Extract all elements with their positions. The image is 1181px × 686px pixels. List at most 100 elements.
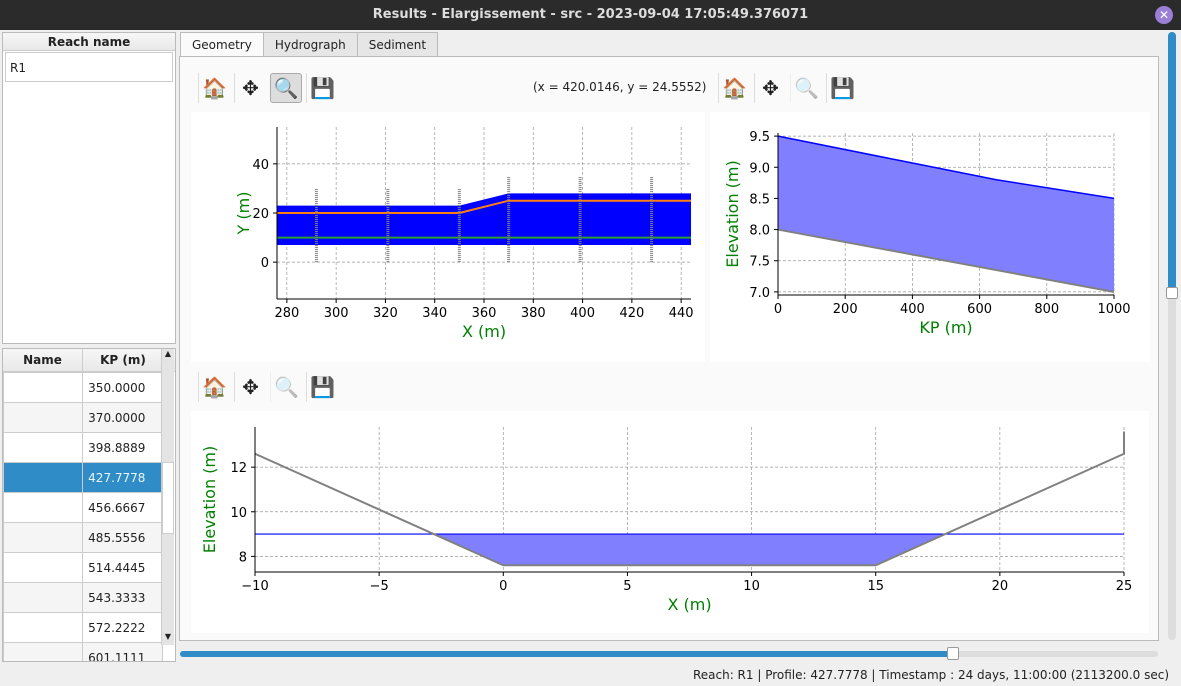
time-slider-handle[interactable] [946,647,959,660]
scroll-thumb[interactable] [162,462,174,534]
table-row[interactable]: 601.1111 [3,642,163,661]
water-surface-area [277,193,691,245]
kp-cell[interactable]: 427.7778 [82,462,163,493]
x-tick-label: 340 [422,306,447,321]
cursor-coordinates: (x = 420.0146, y = 24.5552) [533,80,707,94]
x-tick-label: 380 [521,306,546,321]
tab-bar: Geometry Hydrograph Sediment [180,32,439,57]
chart-background [191,411,1149,633]
home-icon[interactable]: 🏠 [198,73,230,103]
home-icon[interactable]: 🏠 [198,372,230,402]
profile-rows: 350.0000 370.0000 398.8889 427.7778 456.6667… [3,372,163,661]
reach-item[interactable]: R1 [5,52,173,82]
kp-cell[interactable]: 456.6667 [82,492,163,523]
water-area [433,534,946,566]
water-area [778,136,1114,292]
zoom-icon[interactable]: 🔍 [790,73,822,103]
cross-section-chart[interactable]: −10 −5 0 5 10 15 20 25 8 10 12 X (m) Elevation (m) [191,411,1149,633]
vertical-splitter-scrollbar[interactable] [1166,32,1178,640]
y-tick-label: 9.0 [749,161,770,176]
save-icon[interactable]: 💾 [306,73,338,103]
y-tick-label: 7.5 [749,255,770,270]
zoom-icon[interactable]: 🔍 [270,372,302,402]
kp-cell[interactable]: 543.3333 [82,582,163,613]
kp-cell[interactable]: 398.8889 [82,432,163,463]
name-cell[interactable] [3,552,84,583]
scroll-up-icon[interactable]: ▲ [164,349,172,358]
longitudinal-profile-chart[interactable]: 0 200 400 600 800 1000 7.0 7.5 8.0 8.5 9.0 9.5 KP (m… [710,112,1150,362]
table-row[interactable]: 427.7778 [3,462,163,493]
col-kp[interactable]: KP (m) [100,353,146,367]
water-line [777,135,1115,200]
kp-cell[interactable]: 350.0000 [82,372,163,403]
name-cell[interactable] [3,612,84,643]
y-tick-label: 10 [230,506,247,521]
close-icon[interactable]: ✕ [1155,6,1173,24]
name-cell[interactable] [3,582,84,613]
x-tick-label: 20 [992,579,1009,594]
kp-cell[interactable]: 514.4445 [82,552,163,583]
x-tick-label: 360 [472,306,497,321]
kp-cell[interactable]: 601.1111 [82,642,163,661]
table-row[interactable]: 543.3333 [3,582,163,613]
table-row[interactable]: 514.4445 [3,552,163,583]
kp-cell[interactable]: 485.5556 [82,522,163,553]
profile-table: Name KP (m) 350.0000 370.0000 398.8889 427.… [2,348,176,662]
x-tick-label: 280 [274,306,299,321]
x-tick-label: 400 [570,306,595,321]
x-axis-label: KP (m) [919,318,972,337]
x-tick-label: 0 [499,579,507,594]
x-tick-label: 0 [774,302,782,317]
x-tick-label: 5 [623,579,631,594]
name-cell[interactable] [3,372,84,403]
name-cell[interactable] [3,522,84,553]
name-cell[interactable] [3,642,84,661]
x-axis-label: X (m) [462,322,506,341]
time-slider[interactable] [180,647,1158,660]
y-tick-label: 8 [239,550,247,565]
table-row[interactable]: 456.6667 [3,492,163,523]
bed-profile-line [254,431,1125,567]
zoom-icon[interactable]: 🔍 [270,73,302,103]
table-row[interactable]: 485.5556 [3,522,163,553]
scroll-down-icon[interactable]: ▼ [164,632,172,641]
y-tick-label: 40 [252,158,269,173]
y-tick-label: 7.0 [749,286,770,301]
x-axis-label: X (m) [667,595,711,614]
x-tick-label: 800 [1034,302,1059,317]
y-axis-label: Elevation (m) [723,160,742,267]
y-tick-label: 0 [261,256,269,271]
name-cell[interactable] [3,432,84,463]
pan-icon[interactable]: ✥ [754,73,786,103]
window-title: Results - Elargissement - src - 2023-09-… [372,7,809,22]
save-icon[interactable]: 💾 [826,73,858,103]
tab-hydrograph[interactable]: Hydrograph [262,32,358,57]
tab-geometry[interactable]: Geometry [180,32,264,57]
table-row[interactable]: 398.8889 [3,432,163,463]
table-scrollbar[interactable]: ▲ ▼ [161,349,174,645]
table-row[interactable]: 370.0000 [3,402,163,433]
name-cell[interactable] [3,462,84,493]
kp-cell[interactable]: 572.2222 [82,612,163,643]
reach-header: Reach name [3,33,175,51]
name-cell[interactable] [3,402,84,433]
kp-cell[interactable]: 370.0000 [82,402,163,433]
y-tick-label: 8.5 [749,192,770,207]
save-icon[interactable]: 💾 [306,372,338,402]
title-bar: Results - Elargissement - src - 2023-09-… [0,0,1181,30]
tab-sediment[interactable]: Sediment [356,32,439,57]
x-tick-label: 25 [1116,579,1133,594]
pan-icon[interactable]: ✥ [234,73,266,103]
name-cell[interactable] [3,492,84,523]
table-row[interactable]: 572.2222 [3,612,163,643]
pan-icon[interactable]: ✥ [234,372,266,402]
y-tick-label: 12 [230,461,247,476]
x-tick-label: −5 [370,579,389,594]
plan-view-chart[interactable]: 280 300 320 340 360 380 400 420 440 0 20 40 X (m) Y (… [191,112,705,362]
bed-line [777,228,1115,293]
col-name[interactable]: Name [3,349,83,371]
y-tick-label: 9.5 [749,130,770,145]
x-tick-label: 440 [669,306,694,321]
home-icon[interactable]: 🏠 [718,73,750,103]
table-row[interactable]: 350.0000 [3,372,163,403]
